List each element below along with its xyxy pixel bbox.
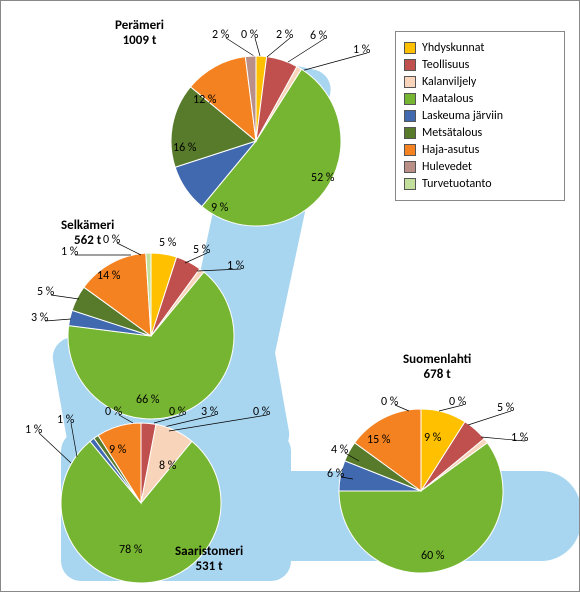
legend-label: Kalanviljely xyxy=(422,75,476,89)
legend-row: Kalanviljely xyxy=(404,75,556,89)
legend-label: Turvetuotanto xyxy=(422,177,492,191)
slice-label: 0 % xyxy=(169,405,186,419)
legend-swatch xyxy=(404,76,416,88)
legend-swatch xyxy=(404,161,416,173)
slice-label: 1 % xyxy=(353,43,370,57)
legend-row: Turvetuotanto xyxy=(404,177,556,191)
slice-label: 2 % xyxy=(276,28,293,42)
slice-label: 16 % xyxy=(173,141,196,155)
legend-row: Laskeuma järviin xyxy=(404,109,556,123)
slice-label: 60 % xyxy=(421,549,444,563)
title-line2: 678 t xyxy=(424,367,451,382)
legend-swatch xyxy=(404,59,416,71)
slice-label: 9 % xyxy=(211,201,228,215)
slice-label: 0 % xyxy=(253,405,270,419)
title-line1: Saaristomeri xyxy=(175,544,243,559)
legend-label: Metsätalous xyxy=(422,126,482,140)
legend-row: Teollisuus xyxy=(404,58,556,72)
water-shape xyxy=(241,471,580,561)
slice-label: 9 % xyxy=(109,443,126,457)
slice-label: 0 % xyxy=(105,405,122,419)
legend-label: Yhdyskunnat xyxy=(422,41,484,55)
slice-label: 9 % xyxy=(424,431,441,445)
legend-swatch xyxy=(404,178,416,190)
slice-label: 5 % xyxy=(193,243,210,257)
legend-swatch xyxy=(404,127,416,139)
legend-label: Haja-asutus xyxy=(422,143,479,157)
slice-label: 3 % xyxy=(31,311,48,325)
slice-label: 0 % xyxy=(103,233,120,247)
legend-row: Haja-asutus xyxy=(404,143,556,157)
slice-label: 1 % xyxy=(57,413,74,427)
slice-label: 8 % xyxy=(159,459,176,473)
title-perameri: Perämeri 1009 t xyxy=(115,19,164,49)
slice-label: 52 % xyxy=(311,171,334,185)
slice-label: 6 % xyxy=(310,29,327,43)
slice-label: 1 % xyxy=(61,245,78,259)
title-saaristomeri: Saaristomeri 531 t xyxy=(175,545,243,575)
title-line1: Perämeri xyxy=(115,18,164,33)
slice-label: 0 % xyxy=(381,395,398,409)
legend-label: Laskeuma järviin xyxy=(422,109,503,123)
legend-row: Metsätalous xyxy=(404,126,556,140)
slice-label: 0 % xyxy=(241,28,258,42)
slice-label: 6 % xyxy=(327,467,344,481)
slice-label: 1 % xyxy=(511,431,528,445)
slice-label: 14 % xyxy=(97,269,120,283)
legend-swatch xyxy=(404,93,416,105)
legend-label: Teollisuus xyxy=(422,58,469,72)
legend-label: Maatalous xyxy=(422,92,473,106)
legend-swatch xyxy=(404,42,416,54)
legend-swatch xyxy=(404,144,416,156)
slice-label: 5 % xyxy=(37,285,54,299)
slice-label: 78 % xyxy=(119,543,142,557)
slice-label: 0 % xyxy=(449,395,466,409)
title-line2: 1009 t xyxy=(123,33,157,48)
title-line2: 531 t xyxy=(195,559,222,574)
legend-row: Hulevedet xyxy=(404,160,556,174)
leader-line xyxy=(45,319,71,321)
title-suomenlahti: Suomenlahti 678 t xyxy=(403,353,471,383)
leader-line xyxy=(117,243,141,255)
title-line1: Suomenlahti xyxy=(403,352,471,367)
legend-row: Yhdyskunnat xyxy=(404,41,556,55)
slice-label: 12 % xyxy=(193,93,216,107)
title-line1: Selkämeri xyxy=(61,218,114,233)
slice-label: 1 % xyxy=(227,259,244,273)
slice-label: 4 % xyxy=(331,443,348,457)
slice-label: 2 % xyxy=(212,28,229,42)
slice-label: 5 % xyxy=(159,236,176,250)
slice-label: 3 % xyxy=(201,405,218,419)
pie-slice-haja_asutus xyxy=(84,253,151,336)
legend-row: Maatalous xyxy=(404,92,556,106)
legend-label: Hulevedet xyxy=(422,160,472,174)
slice-label: 15 % xyxy=(367,433,390,447)
slice-label: 5 % xyxy=(497,401,514,415)
legend: Yhdyskunnat Teollisuus Kalanviljely Maatalo… xyxy=(395,31,565,201)
legend-swatch xyxy=(404,110,416,122)
chart-frame: Perämeri 1009 t Selkämeri 562 t Saaristo… xyxy=(0,0,580,592)
leader-line xyxy=(51,295,79,299)
slice-label: 66 % xyxy=(136,393,159,407)
slice-label: 1 % xyxy=(25,423,42,437)
